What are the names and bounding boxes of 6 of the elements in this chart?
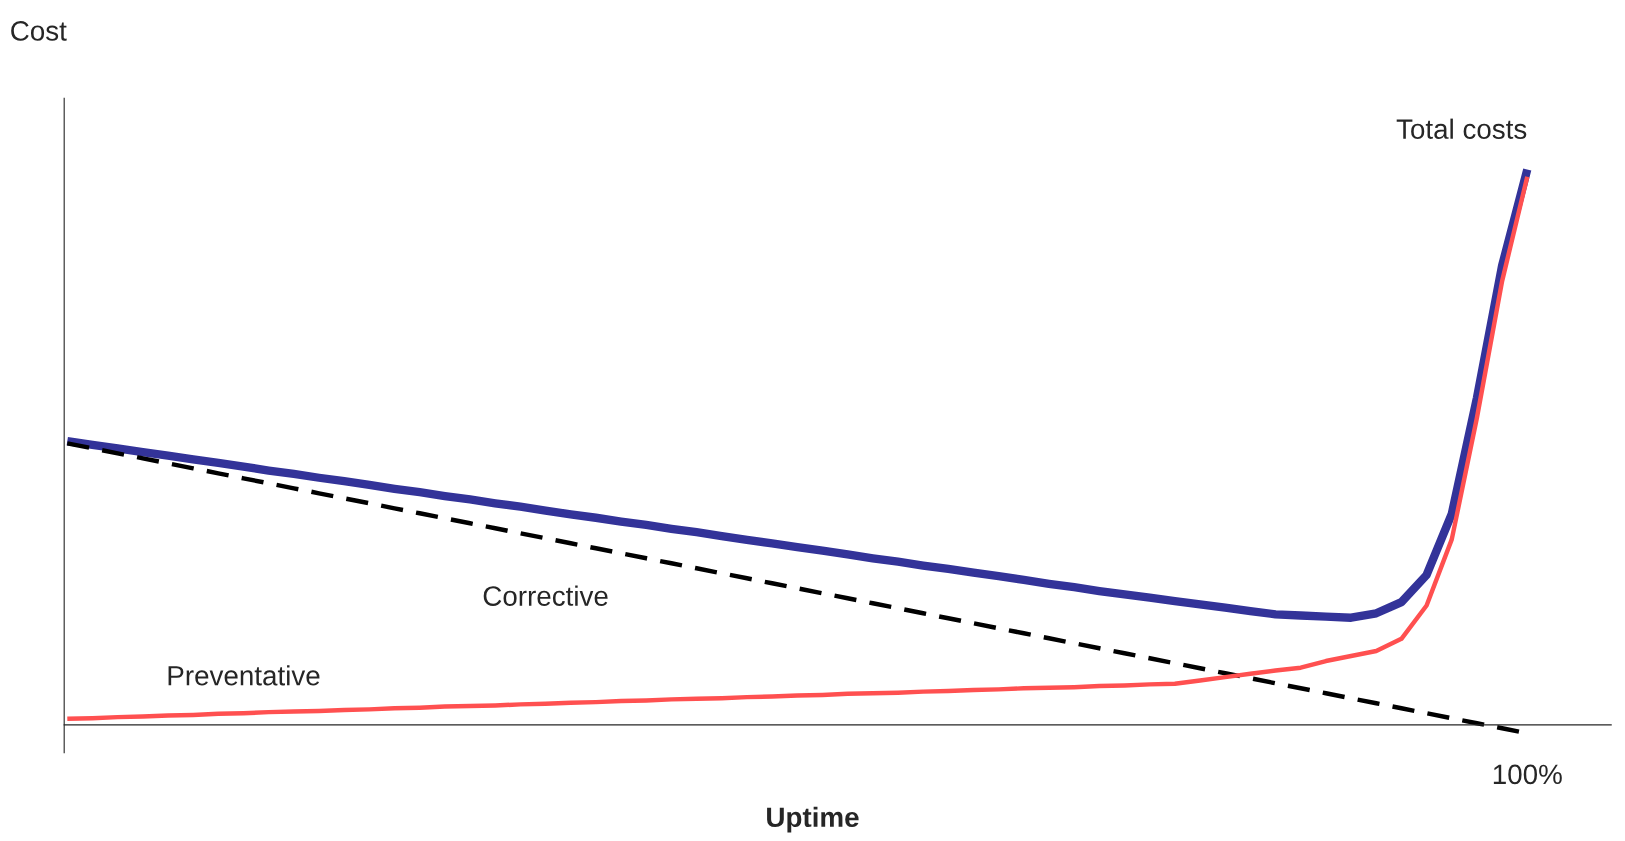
series-label: Corrective	[483, 585, 608, 606]
text: 100%	[1493, 764, 1562, 785]
y-axis-title: Cost	[11, 21, 67, 41]
series-label: Total costs	[1396, 118, 1527, 139]
series-label: Preventative	[168, 665, 320, 686]
x-axis-title: Uptime	[767, 806, 859, 833]
